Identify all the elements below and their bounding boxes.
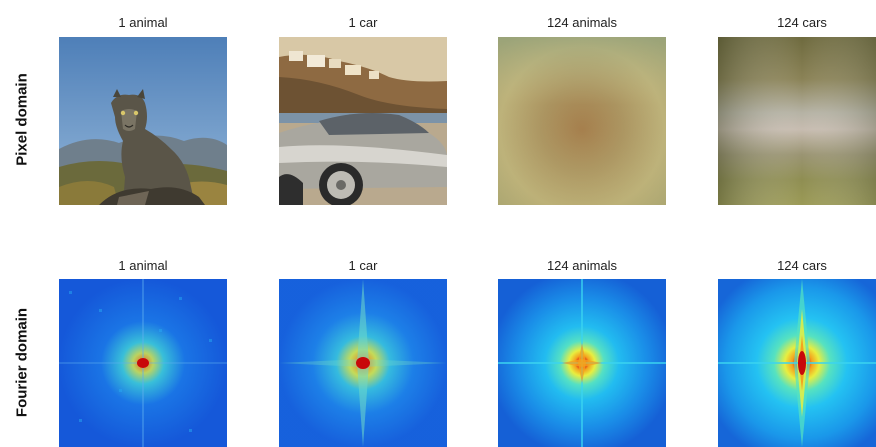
col-title-124-cars-fourier: 124 cars	[777, 258, 827, 273]
col-title-1-animal-fourier: 1 animal	[118, 258, 168, 273]
fourier-spectrum-124-cars	[718, 279, 876, 447]
fourier-spectrum-124-animals	[498, 279, 666, 447]
col-title-124-animals-fourier: 124 animals	[546, 258, 618, 273]
row-label-fourier-domain: Fourier domain	[13, 307, 31, 418]
col-title-124-animals-pixel: 124 animals	[546, 15, 618, 30]
car-photo	[279, 37, 447, 205]
row-label-pixel-domain: Pixel domain	[13, 73, 31, 166]
average-animals-image	[498, 37, 666, 205]
puma-photo	[59, 37, 227, 205]
col-title-1-car-pixel: 1 car	[348, 15, 378, 30]
average-cars-image	[718, 37, 876, 205]
noise-speckle	[69, 291, 212, 432]
col-title-1-car-fourier: 1 car	[348, 258, 378, 273]
col-title-124-cars-pixel: 124 cars	[777, 15, 827, 30]
col-title-1-animal-pixel: 1 animal	[118, 15, 168, 30]
fourier-spectrum-1-animal	[59, 279, 227, 447]
fourier-spectrum-1-car	[279, 279, 447, 447]
